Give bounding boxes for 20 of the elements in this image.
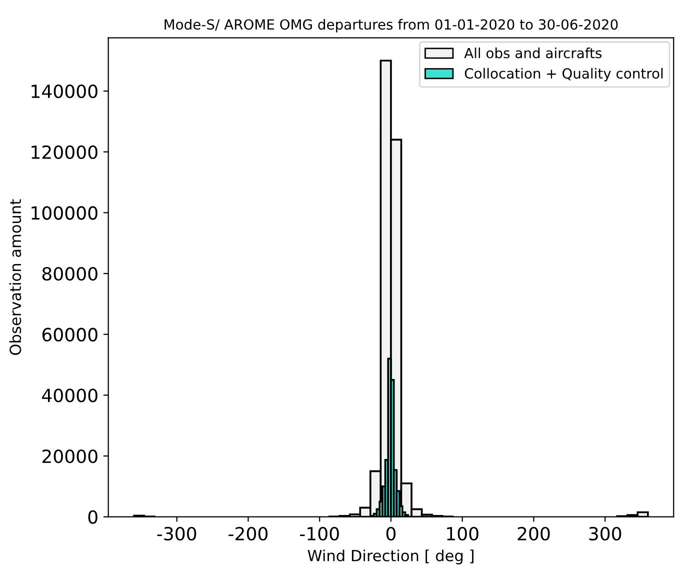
x-tick-label: 100 bbox=[447, 526, 478, 541]
y-tick-label: 20000 bbox=[42, 449, 98, 464]
legend-label: Collocation + Quality control bbox=[464, 68, 663, 82]
x-tick-label: 300 bbox=[589, 526, 622, 541]
y-tick-label: 120000 bbox=[32, 145, 98, 159]
x-tick-label: 0 bbox=[386, 526, 396, 541]
legend-label: All obs and aircrafts bbox=[464, 48, 602, 58]
y-tick-label: 80000 bbox=[42, 266, 98, 281]
y-tick-label: 100000 bbox=[32, 206, 98, 220]
chart-title: Mode-S/ AROME OMG departures from 01-01-2020 to 30-06-2020 bbox=[164, 18, 618, 32]
x-tick-label: 200 bbox=[518, 526, 550, 541]
y-tick-label: 60000 bbox=[42, 328, 98, 342]
x-tick-label: -300 bbox=[157, 526, 196, 541]
y-tick-label: 0 bbox=[88, 510, 98, 524]
x-tick-label: -100 bbox=[300, 526, 339, 541]
x-axis-title: Wind Direction [ deg ] bbox=[308, 550, 474, 564]
y-tick-label: 40000 bbox=[42, 388, 98, 402]
y-tick-label: 140000 bbox=[32, 84, 98, 98]
y-axis-title: Observation amount bbox=[9, 199, 22, 355]
x-tick-label: -200 bbox=[228, 526, 268, 541]
